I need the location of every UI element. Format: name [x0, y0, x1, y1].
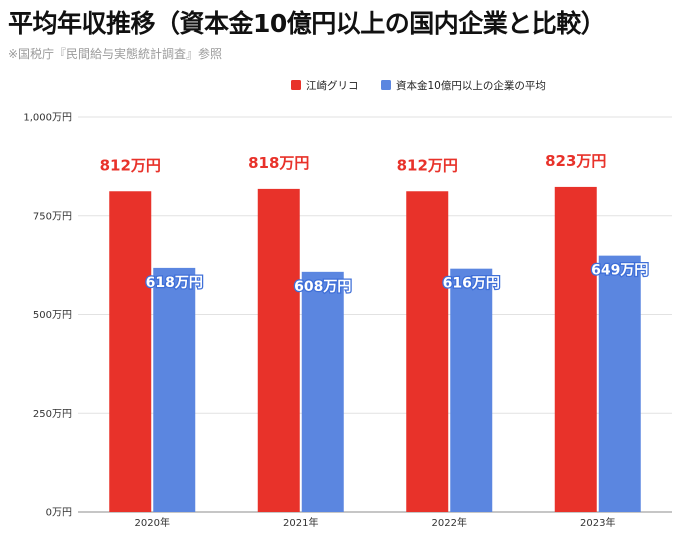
- bar: [109, 191, 152, 512]
- data-label: 608万円: [294, 279, 351, 295]
- bars: [109, 186, 641, 513]
- legend-label: 江崎グリコ: [306, 79, 359, 92]
- bar: [301, 271, 344, 512]
- data-labels: 812万円 618万円 818万円 608万円 812万円 616万円 823万円 649万円: [100, 152, 650, 296]
- bar: [598, 255, 641, 512]
- data-label: 823万円: [545, 152, 606, 170]
- x-tick-label: 2023年: [580, 516, 615, 529]
- bar: [153, 267, 196, 512]
- chart-subtitle: ※国税庁『民間給与実態統計調査』参照: [8, 47, 223, 61]
- x-tick-label: 2021年: [283, 516, 318, 529]
- data-label: 818万円: [248, 154, 309, 172]
- legend: 江崎グリコ 資本金10億円以上の企業の平均: [291, 79, 546, 92]
- data-label: 812万円: [100, 156, 161, 174]
- data-label: 618万円: [146, 275, 203, 291]
- y-tick-label: 250万円: [33, 409, 72, 420]
- y-tick-label: 500万円: [33, 310, 72, 321]
- bar: [450, 268, 493, 512]
- y-tick-label: 1,000万円: [23, 113, 72, 124]
- data-label: 812万円: [397, 156, 458, 174]
- legend-label: 資本金10億円以上の企業の平均: [396, 79, 546, 92]
- bar: [406, 191, 449, 512]
- y-tick-label: 750万円: [33, 211, 72, 222]
- y-tick-label: 0万円: [46, 508, 72, 519]
- bar: [554, 186, 597, 513]
- x-axis: 2020年 2021年 2022年 2023年: [135, 516, 616, 529]
- data-label: 616万円: [443, 276, 500, 292]
- bar: [257, 188, 300, 512]
- data-label: 649万円: [591, 263, 648, 279]
- chart-title: 平均年収推移（資本金10億円以上の国内企業と比較）: [8, 9, 606, 38]
- legend-swatch: [291, 80, 301, 90]
- legend-swatch: [381, 80, 391, 90]
- x-tick-label: 2020年: [135, 516, 170, 529]
- y-axis: 0万円 250万円 500万円 750万円 1,000万円: [23, 113, 72, 519]
- x-tick-label: 2022年: [432, 516, 467, 529]
